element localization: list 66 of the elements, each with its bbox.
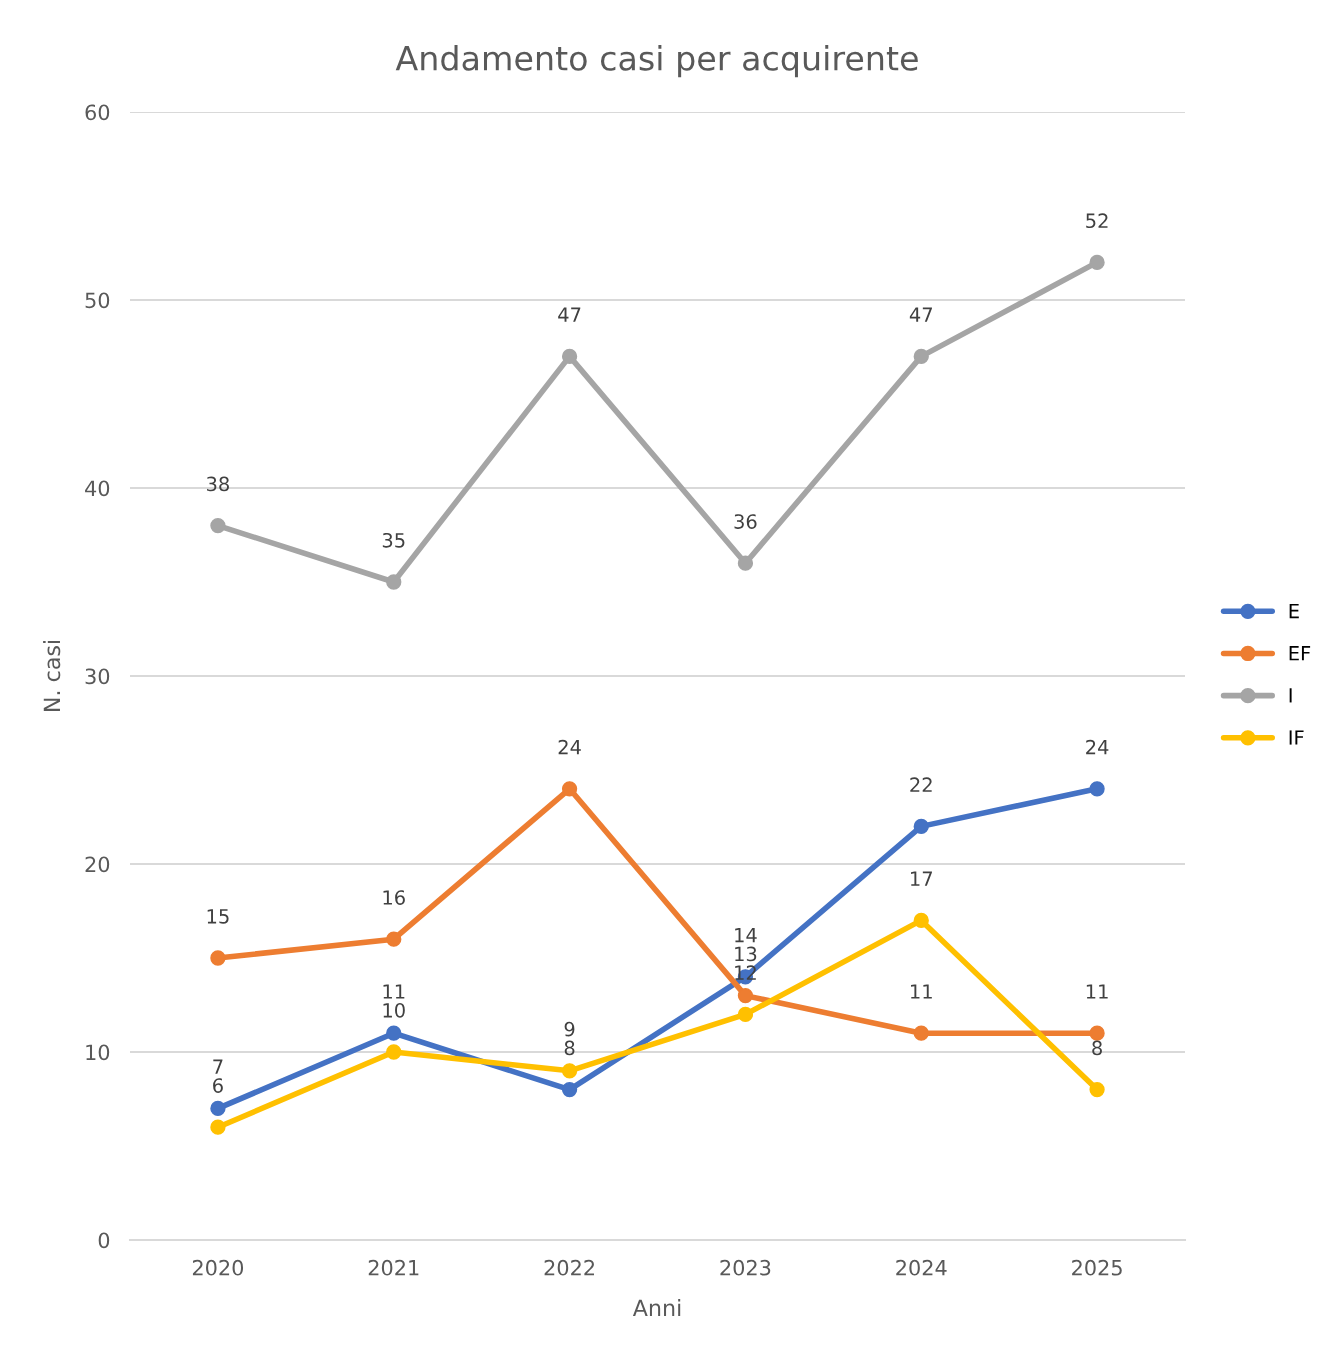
y-tick-label: 60 — [85, 104, 110, 121]
data-label: 13 — [735, 946, 757, 962]
chart-title: Andamento casi per acquirente — [395, 45, 918, 78]
point — [210, 517, 226, 534]
legend-label: E — [1289, 603, 1299, 619]
data-label: 35 — [382, 532, 405, 548]
y-tick-label: 10 — [86, 1044, 110, 1061]
data-label: 11 — [911, 984, 932, 999]
data-label: 24 — [558, 739, 581, 755]
data-label: 11 — [383, 984, 405, 999]
data-label: 8 — [564, 1040, 575, 1056]
data-label: 22 — [910, 777, 932, 792]
point — [561, 781, 578, 797]
x-axis-title: Anni — [632, 1299, 681, 1316]
point — [913, 818, 929, 835]
data-label: 11 — [1086, 984, 1108, 999]
x-tick-label: 2024 — [896, 1259, 947, 1276]
y-tick-label: 20 — [85, 856, 110, 873]
point — [561, 348, 578, 365]
point — [1089, 1025, 1105, 1041]
data-label: 10 — [383, 1002, 405, 1018]
point — [210, 1119, 226, 1135]
y-tick-label: 30 — [85, 668, 110, 685]
data-label: 17 — [911, 871, 932, 886]
y-tick-label: 50 — [85, 292, 110, 309]
point — [1089, 781, 1105, 797]
point — [210, 950, 226, 966]
point — [386, 1044, 402, 1060]
point — [737, 987, 754, 1004]
point — [737, 1006, 754, 1023]
point — [913, 1025, 929, 1041]
data-label: 7 — [213, 1059, 223, 1074]
point — [737, 555, 754, 571]
point — [913, 348, 929, 365]
x-tick-label: 2023 — [720, 1259, 771, 1276]
data-label: 24 — [1086, 739, 1109, 755]
point — [561, 1081, 578, 1098]
x-tick-label: 2022 — [544, 1259, 595, 1276]
data-label: 47 — [558, 307, 581, 322]
data-label: 6 — [213, 1078, 223, 1093]
y-tick-label: 40 — [85, 480, 110, 497]
data-label: 16 — [383, 890, 405, 905]
y-axis-title: N. casi — [43, 640, 61, 711]
data-label: 8 — [1092, 1040, 1102, 1056]
point — [386, 574, 402, 590]
data-label: 47 — [909, 307, 932, 322]
point — [210, 1100, 226, 1117]
x-tick-label: 2020 — [192, 1259, 244, 1276]
data-label: 52 — [1086, 213, 1108, 229]
point — [561, 1063, 578, 1079]
x-tick-label: 2025 — [1072, 1259, 1122, 1276]
point — [386, 1025, 402, 1041]
point — [386, 931, 402, 947]
legend-label: EF — [1289, 646, 1311, 661]
point — [913, 912, 929, 929]
legend-label: I — [1289, 688, 1292, 703]
point — [1089, 254, 1105, 271]
legend-label: IF — [1289, 730, 1304, 745]
data-label: 15 — [207, 909, 229, 924]
data-label: 14 — [735, 928, 757, 943]
point — [1089, 1081, 1105, 1098]
x-tick-label: 2021 — [368, 1259, 419, 1276]
data-label: 38 — [207, 476, 229, 492]
data-label: 9 — [564, 1021, 575, 1037]
y-tick-label: 0 — [98, 1232, 110, 1249]
data-label: 36 — [734, 514, 757, 529]
